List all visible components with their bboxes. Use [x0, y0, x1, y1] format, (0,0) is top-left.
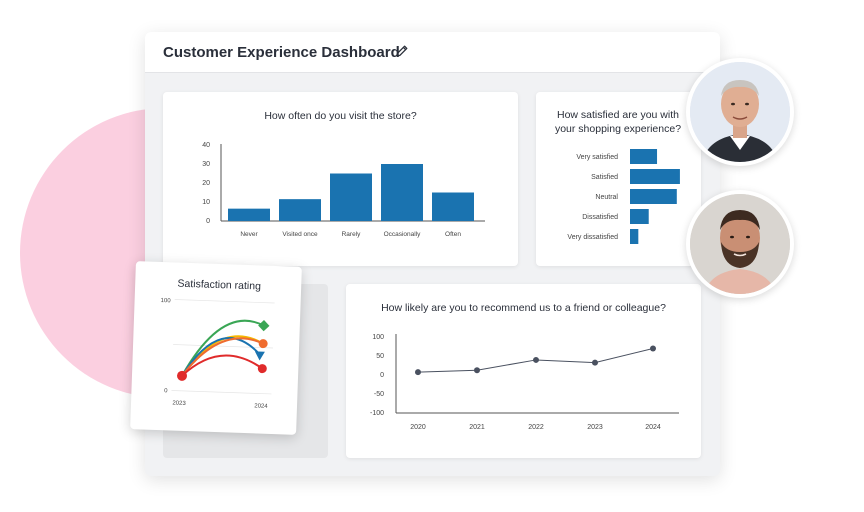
satisfaction-card: How satisfied are you with your shopping…	[536, 92, 701, 266]
point-2024	[650, 345, 656, 352]
y-tick-label: 50	[376, 353, 384, 360]
person-photo	[690, 62, 790, 162]
dashboard-header: Customer Experience Dashboard	[145, 32, 720, 73]
avatar-man-gray-hair	[686, 58, 794, 166]
rating-curve-blue	[181, 337, 262, 377]
satisfaction-chart: How satisfied are you with your shopping…	[555, 109, 681, 244]
satisfaction-title-line2: your shopping experience?	[555, 123, 681, 135]
bar-dissatisfied	[630, 209, 649, 224]
start-marker	[177, 370, 188, 381]
category-label: Dissatisfied	[582, 214, 618, 221]
x-tick-label: 2023	[587, 424, 603, 431]
y-tick-label: 100	[372, 334, 384, 341]
x-tick-label: 2023	[172, 401, 186, 407]
bar-often	[432, 192, 474, 221]
x-tick-label: Often	[445, 231, 461, 238]
orange-marker	[258, 339, 268, 349]
bar-very-dissatisfied	[630, 229, 639, 244]
point-2023	[592, 359, 598, 366]
satisfaction-rating-card: Satisfaction rating 100 0 2023 2024	[130, 261, 302, 435]
point-2020	[415, 369, 421, 376]
y-tick-label: 0	[164, 388, 168, 394]
bar-satisfied	[630, 169, 680, 184]
rating-curve-green	[181, 319, 265, 377]
x-tick-label: 2020	[410, 424, 426, 431]
bar-very-satisfied	[630, 149, 658, 164]
point-2021	[474, 367, 480, 374]
x-tick-label: Visited once	[282, 231, 318, 238]
rating-title: Satisfaction rating	[177, 278, 261, 293]
y-tick-label: 10	[202, 199, 210, 206]
red-marker	[257, 364, 267, 374]
y-tick-label: -100	[370, 410, 384, 417]
x-tick-label: 2022	[528, 424, 544, 431]
avatar-man-beard	[686, 190, 794, 298]
visit-frequency-card: How often do you visit the store? 40 30 …	[163, 92, 518, 266]
category-label: Satisfied	[591, 174, 618, 181]
category-label: Neutral	[595, 194, 618, 201]
x-tick-label: Occasionally	[384, 231, 422, 238]
bar-visited-once	[279, 199, 321, 221]
y-tick-label: 40	[202, 142, 210, 149]
x-tick-label: 2021	[469, 424, 485, 431]
recommend-chart-title: How likely are you to recommend us to a …	[381, 302, 666, 314]
visit-chart-title: How often do you visit the store?	[264, 110, 417, 122]
rating-curve-orange	[181, 337, 264, 377]
satisfaction-title-line1: How satisfied are you with	[557, 109, 679, 121]
dashboard-title: Customer Experience Dashboard	[163, 44, 400, 61]
pencil-icon[interactable]	[395, 44, 409, 58]
y-tick-label: 100	[160, 298, 171, 304]
bar-never	[228, 208, 270, 221]
point-2022	[533, 356, 539, 363]
y-tick-label: 30	[202, 161, 210, 168]
bar-rarely	[330, 173, 372, 221]
rating-curve-red	[181, 354, 263, 377]
x-tick-label: 2024	[645, 424, 661, 431]
category-label: Very dissatisfied	[567, 234, 618, 241]
category-label: Very satisfied	[576, 154, 618, 161]
y-tick-label: 0	[206, 218, 210, 225]
y-tick-label: 20	[202, 180, 210, 187]
x-tick-label: Never	[240, 231, 258, 238]
blue-marker	[254, 351, 265, 361]
x-tick-label: Rarely	[342, 231, 362, 238]
y-tick-label: -50	[374, 391, 384, 398]
y-tick-label: 0	[380, 372, 384, 379]
bar-neutral	[630, 189, 677, 204]
green-marker	[258, 320, 270, 332]
recommend-card: How likely are you to recommend us to a …	[346, 284, 701, 458]
person-photo	[690, 194, 790, 294]
visit-chart: 40 30 20 10 0 Never Visited once Rarely …	[202, 142, 485, 238]
x-tick-label: 2024	[254, 403, 268, 409]
satisfaction-rating-chart: Satisfaction rating 100 0 2023 2024	[160, 278, 275, 410]
recommend-chart: 100 50 0 -50 -100 2020 2021 2022 2023 20…	[370, 334, 679, 431]
bar-occasionally	[381, 164, 423, 221]
